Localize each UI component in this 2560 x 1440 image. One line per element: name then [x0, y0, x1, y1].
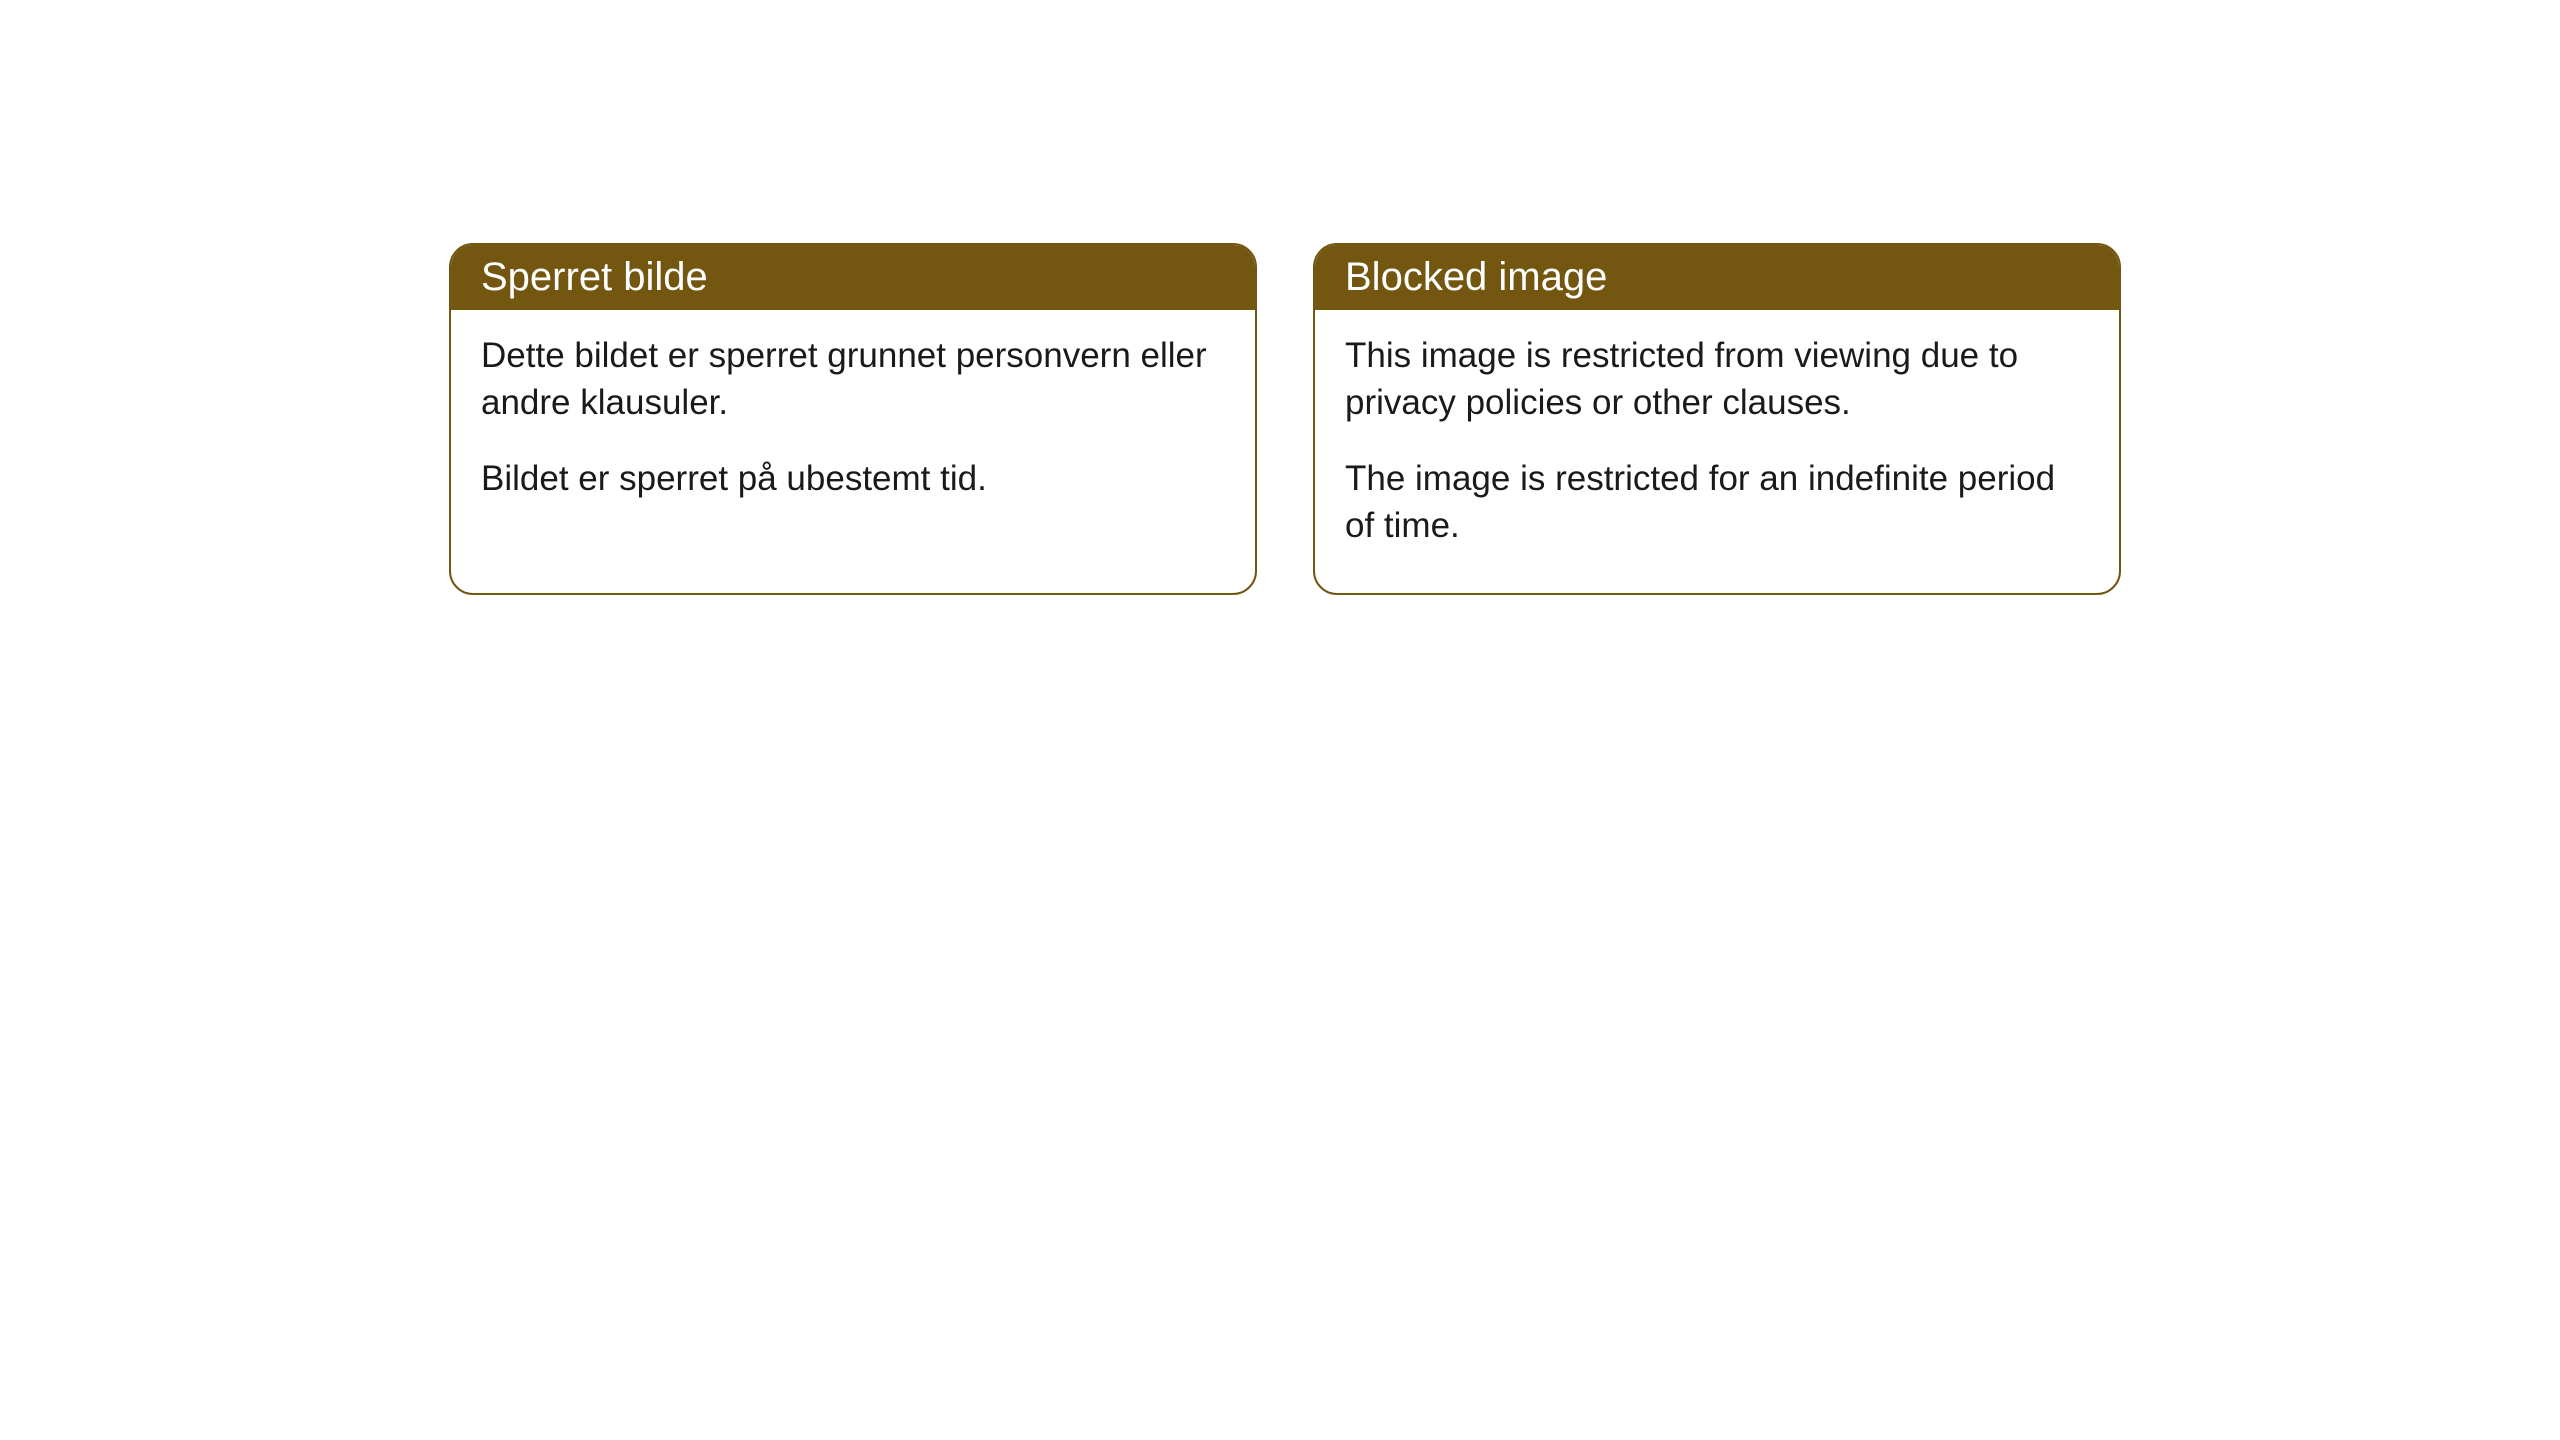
notice-paragraph: Dette bildet er sperret grunnet personve…	[481, 332, 1225, 427]
notice-title: Blocked image	[1345, 255, 1607, 299]
notice-body: Dette bildet er sperret grunnet personve…	[451, 310, 1255, 546]
notice-paragraph: Bildet er sperret på ubestemt tid.	[481, 455, 1225, 502]
notice-body: This image is restricted from viewing du…	[1315, 310, 2119, 593]
notice-paragraph: This image is restricted from viewing du…	[1345, 332, 2089, 427]
notice-paragraph: The image is restricted for an indefinit…	[1345, 455, 2089, 550]
notice-card-english: Blocked image This image is restricted f…	[1313, 243, 2121, 595]
notice-title: Sperret bilde	[481, 255, 708, 299]
notice-container: Sperret bilde Dette bildet er sperret gr…	[0, 0, 2560, 595]
notice-card-norwegian: Sperret bilde Dette bildet er sperret gr…	[449, 243, 1257, 595]
notice-header: Blocked image	[1315, 245, 2119, 310]
notice-header: Sperret bilde	[451, 245, 1255, 310]
